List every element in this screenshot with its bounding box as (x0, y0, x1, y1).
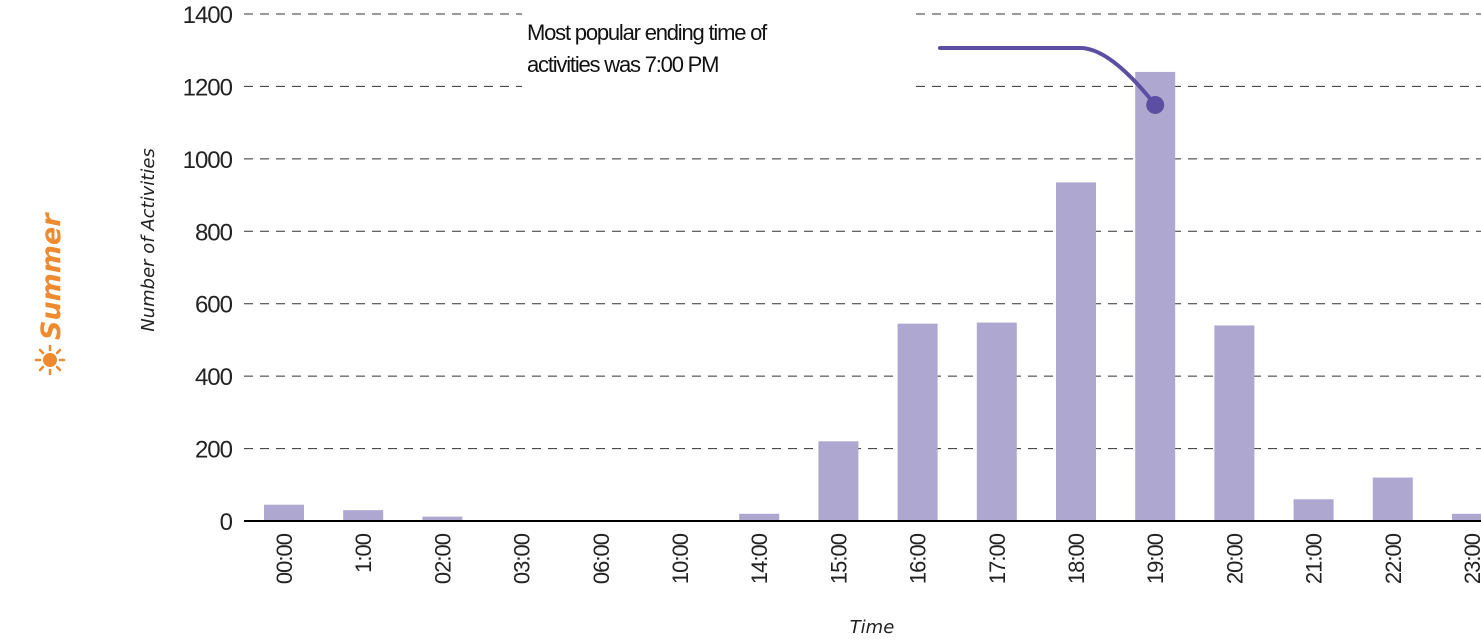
annotation-text-line1: Most popular ending time of (527, 20, 768, 45)
y-tick-label: 600 (195, 292, 233, 319)
x-tick-label: 20:00 (1222, 533, 1247, 584)
x-tick-label: 16:00 (906, 533, 931, 584)
x-tick-label: 18:00 (1064, 533, 1089, 584)
bar-2200 (1372, 477, 1413, 521)
bar-0000 (264, 504, 304, 521)
y-tick-label: 400 (195, 364, 233, 391)
y-tick-label: 200 (195, 437, 233, 464)
x-tick-label: 14:00 (747, 533, 772, 584)
x-tick-label: 03:00 (510, 533, 535, 584)
y-tick-label: 1200 (183, 74, 233, 101)
bar-2300 (1452, 513, 1481, 521)
grid-lines (244, 13, 1481, 450)
x-tick-label: 21:00 (1302, 533, 1327, 584)
x-tick-label: 06:00 (589, 533, 614, 584)
bar-1500 (818, 441, 859, 521)
y-tick-labels: 0 200 400 600 800 1000 1200 1400 (183, 2, 234, 536)
y-tick-label: 1400 (183, 2, 233, 29)
bars (264, 71, 1481, 521)
x-tick-label: 10:00 (668, 533, 693, 584)
x-tick-label: 1:00 (351, 533, 376, 573)
x-tick-label: 17:00 (985, 533, 1010, 584)
sun-icon (34, 344, 66, 376)
bar-2100 (1293, 499, 1334, 521)
annotation-text-line2: activities was 7:00 PM (527, 52, 718, 77)
annotation: Most popular ending time of activities w… (522, 12, 1165, 114)
season-label: Summer (34, 212, 67, 376)
x-tick-label: 22:00 (1381, 533, 1406, 584)
y-tick-label: 1000 (183, 147, 233, 174)
bar-1400 (739, 513, 780, 521)
bar-1700 (976, 322, 1017, 521)
bar-1900 (1135, 71, 1176, 521)
bar-0200 (422, 516, 463, 521)
y-tick-label: 0 (220, 509, 233, 536)
annotation-leader-line (938, 46, 1158, 107)
annotation-marker-dot (1146, 95, 1165, 114)
season-title: Summer (36, 212, 67, 340)
x-tick-label: 23:00 (1460, 533, 1481, 584)
annotation-backdrop (522, 12, 914, 96)
bar-2000 (1214, 325, 1255, 521)
x-tick-label: 00:00 (272, 533, 297, 584)
x-tick-label: 15:00 (826, 533, 851, 584)
x-tick-label: 02:00 (430, 533, 455, 584)
bar-100 (343, 510, 384, 521)
y-tick-label: 800 (195, 219, 233, 246)
y-axis-title: Number of Activities (138, 148, 159, 332)
x-tick-label: 19:00 (1143, 533, 1168, 584)
bar-1800 (1056, 182, 1096, 521)
bar-1600 (897, 323, 938, 521)
x-axis-title: Time (850, 617, 895, 638)
x-tick-labels: 00:00 1:00 02:00 03:00 06:00 10:00 14:00 15:00 1… (272, 533, 1481, 584)
